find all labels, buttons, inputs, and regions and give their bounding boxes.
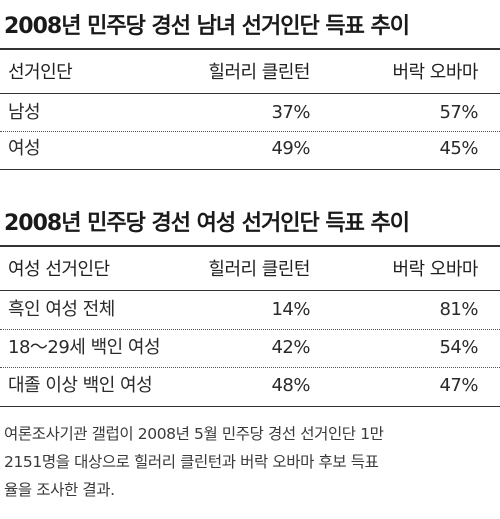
- table1-bottom-rule: [0, 169, 500, 170]
- table2-header-rule: [0, 290, 500, 291]
- row-divider: [0, 131, 500, 132]
- row-divider: [0, 329, 500, 330]
- table2-bottom-rule: [0, 406, 500, 407]
- source-note-line: 2151명을 대상으로 힐러리 클린턴과 버락 오바마 후보 득표: [4, 453, 379, 471]
- clinton-value: 48%: [271, 375, 310, 396]
- table2-header-clinton: 힐러리 클린턴: [208, 259, 310, 280]
- table-row: 남성 37% 57%: [0, 96, 500, 130]
- clinton-value: 37%: [271, 102, 310, 123]
- clinton-value: 49%: [271, 138, 310, 159]
- source-note-line: 율을 조사한 결과.: [4, 481, 115, 499]
- obama-value: 54%: [439, 337, 478, 358]
- table2-header-group: 여성 선거인단: [8, 259, 110, 280]
- row-label: 18～29세 백인 여성: [8, 337, 161, 358]
- source-note: 여론조사기관 갤럽이 2008년 5월 민주당 경선 선거인단 1만 2151명…: [4, 420, 496, 504]
- table1-header-rule: [0, 93, 500, 94]
- clinton-value: 42%: [271, 337, 310, 358]
- obama-value: 57%: [439, 102, 478, 123]
- table-row: 흑인 여성 전체 14% 81%: [0, 293, 500, 327]
- table2-header-row: 여성 선거인단 힐러리 클린턴 버락 오바마: [0, 253, 500, 287]
- table-row: 대졸 이상 백인 여성 48% 47%: [0, 369, 500, 403]
- row-divider: [0, 367, 500, 368]
- table1-header-clinton: 힐러리 클린턴: [208, 62, 310, 83]
- table1-header-obama: 버락 오바마: [392, 62, 478, 83]
- table2-header-obama: 버락 오바마: [392, 259, 478, 280]
- row-label: 여성: [8, 138, 41, 159]
- row-label: 흑인 여성 전체: [8, 299, 115, 320]
- clinton-value: 14%: [271, 299, 310, 320]
- row-label: 남성: [8, 102, 41, 123]
- table1-header-row: 선거인단 힐러리 클린턴 버락 오바마: [0, 56, 500, 90]
- table-row: 18～29세 백인 여성 42% 54%: [0, 331, 500, 365]
- table1-title: 2008년 민주당 경선 남녀 선거인단 득표 추이: [4, 14, 410, 39]
- obama-value: 81%: [439, 299, 478, 320]
- obama-value: 47%: [439, 375, 478, 396]
- table1-header-group: 선거인단: [8, 62, 73, 83]
- row-label: 대졸 이상 백인 여성: [8, 375, 153, 396]
- source-note-line: 여론조사기관 갤럽이 2008년 5월 민주당 경선 선거인단 1만: [4, 425, 384, 443]
- obama-value: 45%: [439, 138, 478, 159]
- table2-title: 2008년 민주당 경선 여성 선거인단 득표 추이: [4, 211, 410, 236]
- table2-top-rule: [0, 245, 500, 247]
- table1-top-rule: [0, 48, 500, 50]
- table-row: 여성 49% 45%: [0, 132, 500, 166]
